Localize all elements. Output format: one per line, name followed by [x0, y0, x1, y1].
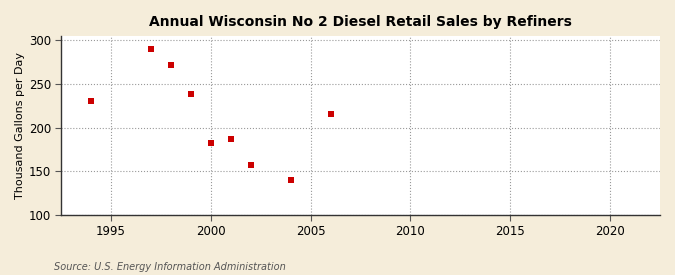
- Point: [165, 62, 176, 67]
- Point: [205, 140, 216, 145]
- Title: Annual Wisconsin No 2 Diesel Retail Sales by Refiners: Annual Wisconsin No 2 Diesel Retail Sale…: [149, 15, 572, 29]
- Point: [325, 111, 336, 116]
- Point: [225, 137, 236, 141]
- Point: [246, 163, 256, 167]
- Point: [186, 92, 196, 97]
- Text: Source: U.S. Energy Information Administration: Source: U.S. Energy Information Administ…: [54, 262, 286, 272]
- Point: [146, 47, 157, 51]
- Point: [286, 178, 296, 182]
- Point: [86, 99, 97, 104]
- Y-axis label: Thousand Gallons per Day: Thousand Gallons per Day: [15, 52, 25, 199]
